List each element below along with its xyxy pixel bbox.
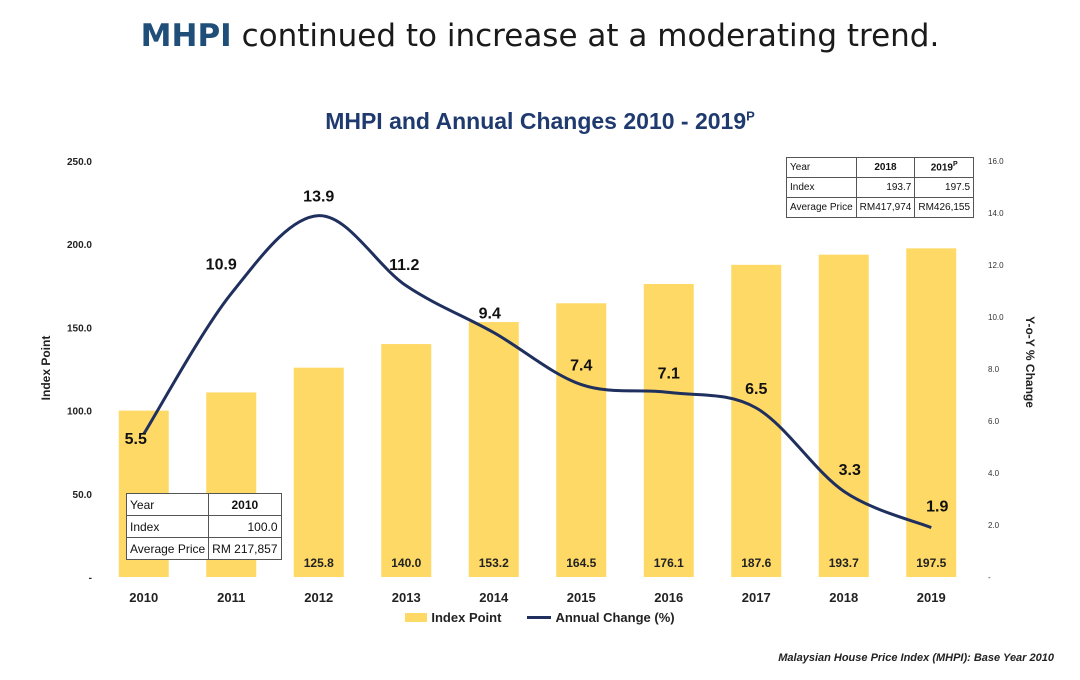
y-tick-label: 200.0 xyxy=(67,240,92,251)
x-tick-label: 2018 xyxy=(829,590,858,605)
table-cell: 193.7 xyxy=(855,177,916,198)
table-cell: 2018 xyxy=(855,157,916,178)
provisional-mark: P xyxy=(952,161,958,169)
line-value-label: 5.5 xyxy=(125,431,147,448)
y2-tick-label: - xyxy=(988,573,991,582)
legend-label: Annual Change (%) xyxy=(555,610,675,625)
y-axis-left: - 50.0 100.0 150.0 200.0 250.0 xyxy=(67,157,92,584)
table-cell: 2019P xyxy=(914,157,975,178)
bar-labels-group: 125.8 140.0 153.2 164.5 176.1 187.6 193.7 197.5 xyxy=(304,556,947,570)
bar-value-label: 176.1 xyxy=(654,556,684,570)
headline-text: continued to increase at a moderating tr… xyxy=(231,18,940,54)
table-cell: Index xyxy=(786,177,857,198)
line-value-label: 7.1 xyxy=(658,365,680,382)
y-tick-label: 50.0 xyxy=(73,490,93,501)
x-tick-label: 2014 xyxy=(479,590,509,605)
y-tick-label: 150.0 xyxy=(67,323,92,334)
table-row: Average Price RM 217,857 xyxy=(125,537,282,560)
y2-tick-label: 2.0 xyxy=(988,521,1000,530)
line-value-label: 3.3 xyxy=(839,462,861,479)
y-tick-label: 100.0 xyxy=(67,407,92,418)
x-tick-label: 2017 xyxy=(742,590,771,605)
table-row: Index 100.0 xyxy=(125,515,282,538)
x-tick-label: 2019 xyxy=(917,590,946,605)
table-cell: 2010 xyxy=(208,493,282,516)
legend-item-annual-change: Annual Change (%) xyxy=(527,610,675,625)
bar-value-label: 187.6 xyxy=(741,556,771,570)
table-cell: 197.5 xyxy=(914,177,975,198)
table-row: Index 193.7 197.5 xyxy=(786,177,975,198)
table-cell: Index xyxy=(125,515,210,538)
legend-line-swatch xyxy=(527,616,552,619)
bar-value-label: 193.7 xyxy=(829,556,859,570)
y2-tick-label: 12.0 xyxy=(988,261,1004,270)
x-tick-label: 2016 xyxy=(654,590,683,605)
table-2018-2019: Year 2018 2019P Index 193.7 197.5 Averag… xyxy=(786,157,975,218)
bar-2013 xyxy=(381,344,432,577)
chart-title: MHPI and Annual Changes 2010 - 2019P xyxy=(0,108,1080,135)
bar-2018 xyxy=(818,254,869,577)
line-value-label: 13.9 xyxy=(303,189,334,206)
table-header-row: Year 2018 2019P xyxy=(786,157,975,178)
headline-accent: MHPI xyxy=(140,18,232,54)
line-value-label: 11.2 xyxy=(389,257,419,274)
bar-value-label: 140.0 xyxy=(391,556,421,570)
x-tick-label: 2012 xyxy=(304,590,333,605)
legend-item-index-point: Index Point xyxy=(405,610,501,625)
bar-value-label: 125.8 xyxy=(304,556,334,570)
line-value-label: 7.4 xyxy=(570,358,592,375)
bar-2014 xyxy=(468,322,519,577)
x-axis: 2010 2011 2012 2013 2014 2015 2016 2017 2018 2019 xyxy=(129,590,945,605)
y2-tick-label: 16.0 xyxy=(988,157,1004,166)
table-2010: Year 2010 Index 100.0 Average Price RM 2… xyxy=(125,493,282,560)
footnote: Malaysian House Price Index (MHPI): Base… xyxy=(778,652,1054,664)
y2-tick-label: 4.0 xyxy=(988,469,1000,478)
annual-change-line xyxy=(142,214,932,529)
table-row: Average Price RM417,974 RM426,155 xyxy=(786,197,975,218)
bar-value-label: 153.2 xyxy=(479,556,509,570)
table-cell: Average Price xyxy=(125,537,210,560)
y2-tick-label: 14.0 xyxy=(988,209,1004,218)
x-tick-label: 2010 xyxy=(129,590,158,605)
x-tick-label: 2011 xyxy=(217,590,245,605)
bar-2019 xyxy=(906,248,957,578)
table-cell: RM417,974 xyxy=(855,197,916,218)
table-cell: 100.0 xyxy=(208,515,282,538)
table-header-row: Year 2010 xyxy=(125,493,282,516)
chart-title-text: MHPI and Annual Changes 2010 - 2019 xyxy=(325,108,747,134)
slide-headline: MHPI continued to increase at a moderati… xyxy=(0,18,1080,54)
bar-value-label: 164.5 xyxy=(566,556,596,570)
table-cell: Average Price xyxy=(786,197,857,218)
legend-label: Index Point xyxy=(431,610,502,625)
y-axis-title: Index Point xyxy=(39,336,53,401)
bar-2015 xyxy=(556,303,607,577)
bar-2012 xyxy=(293,367,344,577)
x-tick-label: 2015 xyxy=(567,590,596,605)
line-labels-group: 5.5 10.9 13.9 11.2 9.4 7.4 7.1 6.5 3.3 1.9 xyxy=(125,189,949,516)
table-cell: Year xyxy=(125,493,210,516)
y2-tick-label: 10.0 xyxy=(988,313,1004,322)
chart-legend: Index Point Annual Change (%) xyxy=(0,610,1080,625)
table-cell: RM 217,857 xyxy=(208,537,282,560)
bar-value-label: 197.5 xyxy=(916,556,946,570)
year-2019-label: 2019 xyxy=(930,162,953,174)
chart-title-superscript: P xyxy=(746,108,755,124)
line-value-label: 9.4 xyxy=(479,306,501,323)
y-axis-right: - 2.0 4.0 6.0 8.0 10.0 12.0 14.0 16.0 xyxy=(988,157,1004,582)
table-cell: RM426,155 xyxy=(914,197,975,218)
legend-bar-swatch xyxy=(405,613,428,622)
line-value-label: 6.5 xyxy=(745,381,767,398)
y2-tick-label: 6.0 xyxy=(988,417,1000,426)
bar-2016 xyxy=(643,283,694,577)
y-tick-label: - xyxy=(89,573,92,584)
table-cell: Year xyxy=(786,157,857,178)
y-tick-label: 250.0 xyxy=(67,157,92,168)
y2-axis-title: Y-o-Y % Change xyxy=(1023,316,1037,408)
line-value-label: 10.9 xyxy=(206,257,237,274)
y2-tick-label: 8.0 xyxy=(988,365,1000,374)
x-tick-label: 2013 xyxy=(392,590,421,605)
line-value-label: 1.9 xyxy=(926,499,948,516)
